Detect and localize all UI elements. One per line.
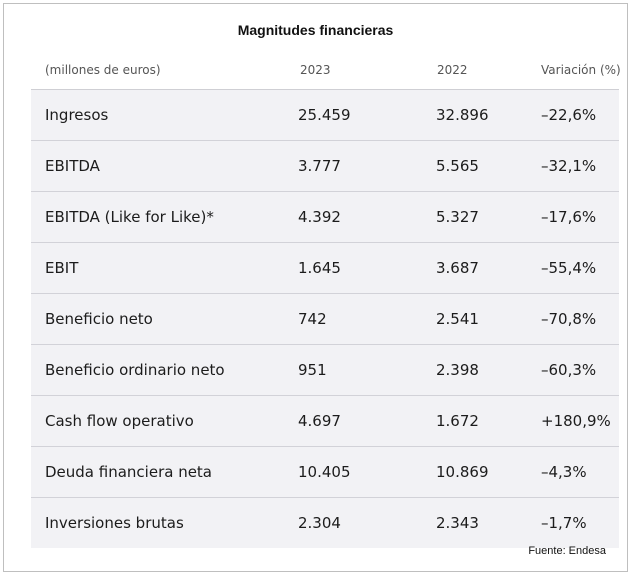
row-label: Ingresos: [45, 106, 109, 124]
row-label: EBITDA (Like for Like)*: [45, 208, 214, 226]
value-2023: 4.392: [298, 208, 341, 226]
row-label: Cash flow operativo: [45, 412, 194, 430]
value-2023: 742: [298, 310, 327, 328]
value-2023: 25.459: [298, 106, 351, 124]
table-title: Magnitudes financieras: [237, 22, 394, 38]
header-2023: 2023: [300, 63, 331, 77]
row-label: EBIT: [45, 259, 79, 277]
value-2022: 2.343: [436, 514, 479, 532]
value-variation: –22,6%: [541, 106, 597, 124]
table-row: EBITDA (Like for Like)* 4.392 5.327 –17,…: [31, 192, 619, 243]
value-variation: –55,4%: [541, 259, 597, 277]
figure-frame: Magnitudes financieras (millones de euro…: [3, 3, 628, 572]
value-variation: –32,1%: [541, 157, 597, 175]
value-2022: 1.672: [436, 412, 479, 430]
value-2022: 5.565: [436, 157, 479, 175]
value-2023: 951: [298, 361, 327, 379]
value-2023: 1.645: [298, 259, 341, 277]
value-2023: 4.697: [298, 412, 341, 430]
value-variation: –4,3%: [541, 463, 587, 481]
table-row: Deuda financiera neta 10.405 10.869 –4,3…: [31, 447, 619, 498]
table-row: Beneficio neto 742 2.541 –70,8%: [31, 294, 619, 345]
table-header: (millones de euros) 2023 2022 Variación …: [31, 56, 621, 89]
value-2022: 2.398: [436, 361, 479, 379]
value-2022: 10.869: [436, 463, 489, 481]
value-2023: 2.304: [298, 514, 341, 532]
value-variation: –17,6%: [541, 208, 597, 226]
source-note: Fuente: Endesa: [528, 545, 606, 557]
header-2022: 2022: [437, 63, 468, 77]
table-row: EBIT 1.645 3.687 –55,4%: [31, 243, 619, 294]
value-2023: 3.777: [298, 157, 341, 175]
value-2023: 10.405: [298, 463, 351, 481]
row-label: Inversiones brutas: [45, 514, 184, 532]
financial-table: (millones de euros) 2023 2022 Variación …: [31, 56, 621, 548]
table-body: Ingresos 25.459 32.896 –22,6% EBITDA 3.7…: [31, 89, 619, 548]
table-row: EBITDA 3.777 5.565 –32,1%: [31, 141, 619, 192]
row-label: Deuda financiera neta: [45, 463, 212, 481]
value-2022: 32.896: [436, 106, 489, 124]
value-variation: –60,3%: [541, 361, 597, 379]
value-2022: 2.541: [436, 310, 479, 328]
table-row: Ingresos 25.459 32.896 –22,6%: [31, 90, 619, 141]
value-2022: 5.327: [436, 208, 479, 226]
value-variation: –1,7%: [541, 514, 587, 532]
table-row: Beneficio ordinario neto 951 2.398 –60,3…: [31, 345, 619, 396]
value-variation: +180,9%: [541, 412, 611, 430]
header-units: (millones de euros): [45, 63, 161, 77]
row-label: Beneficio ordinario neto: [45, 361, 225, 379]
table-row: Inversiones brutas 2.304 2.343 –1,7%: [31, 498, 619, 548]
header-variation: Variación (%): [541, 63, 621, 77]
table-row: Cash flow operativo 4.697 1.672 +180,9%: [31, 396, 619, 447]
row-label: Beneficio neto: [45, 310, 153, 328]
value-variation: –70,8%: [541, 310, 597, 328]
row-label: EBITDA: [45, 157, 100, 175]
value-2022: 3.687: [436, 259, 479, 277]
